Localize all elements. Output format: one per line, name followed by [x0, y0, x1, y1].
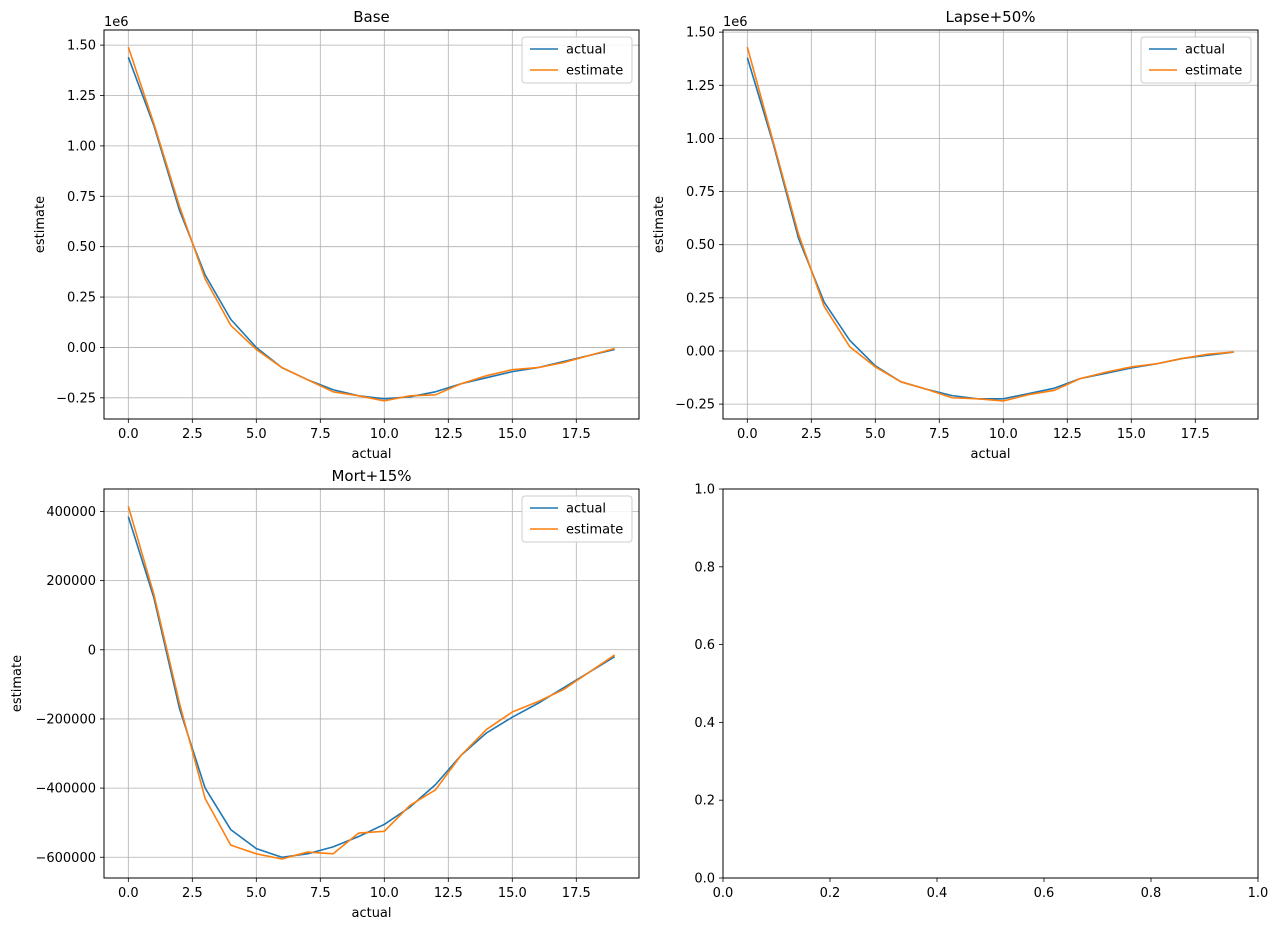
legend: actual estimate — [521, 36, 633, 84]
x-tick-label: 0.0 — [118, 886, 139, 901]
x-axis-label: actual — [351, 447, 391, 462]
y-tick-label: 1.25 — [686, 79, 715, 94]
legend: actual estimate — [521, 495, 633, 543]
x-tick-label: 7.5 — [310, 427, 331, 442]
y-offset-label: 1e6 — [723, 15, 748, 30]
series-line-estimate — [127, 46, 615, 402]
legend-label-estimate: estimate — [566, 64, 623, 79]
x-tick-label: 7.5 — [929, 427, 950, 442]
y-tick-label: 1.50 — [67, 39, 96, 54]
x-tick-label: 0.4 — [927, 886, 948, 901]
y-tick-label: 0.0 — [694, 872, 715, 887]
subplot-1: 0.0 2.5 5.0 7.5 10.0 12.5 15.0 17.5 −0.25 0.00 0.2… — [33, 8, 640, 462]
x-tick-label: 0.0 — [737, 427, 758, 442]
x-tick-label: 17.5 — [562, 886, 591, 901]
legend: actual estimate — [1140, 36, 1252, 84]
legend-label-actual: actual — [566, 43, 606, 58]
chart-title: Mort+15% — [331, 467, 411, 485]
y-tick-label: 0.50 — [67, 240, 96, 255]
y-tick-label: −400000 — [35, 782, 96, 797]
x-tick-label: 1.0 — [1248, 886, 1269, 901]
y-tick-label: 0.00 — [67, 341, 96, 356]
x-tick-label: 10.0 — [989, 427, 1018, 442]
y-tick-label: 1.50 — [686, 26, 715, 41]
y-tick-label: 0.00 — [686, 344, 715, 359]
x-tick-label: 17.5 — [1181, 427, 1210, 442]
x-tick-label: 2.5 — [801, 427, 822, 442]
x-tick-label: 17.5 — [562, 427, 591, 442]
series-line-estimate — [746, 46, 1234, 402]
y-tick-label: 1.00 — [67, 139, 96, 154]
axes-frame — [722, 29, 1259, 420]
series-line-actual — [127, 516, 616, 859]
x-tick-label: 15.0 — [1117, 427, 1146, 442]
y-tick-label: 0.6 — [694, 638, 715, 653]
x-tick-label: 15.0 — [498, 427, 527, 442]
y-tick-label: 0.25 — [686, 291, 715, 306]
y-axis-label: estimate — [10, 655, 25, 712]
x-tick-label: 0.0 — [713, 886, 734, 901]
y-tick-label: 1.00 — [686, 132, 715, 147]
y-tick-label: 0.8 — [694, 560, 715, 575]
x-tick-label: 15.0 — [498, 886, 527, 901]
x-axis-label: actual — [970, 447, 1010, 462]
axes-frame — [103, 29, 640, 420]
legend-label-estimate: estimate — [1185, 64, 1242, 79]
subplot-4: 0.0 0.2 0.4 0.6 0.8 1.0 0.0 0.2 0.4 0.6 0.8 1.0 — [694, 483, 1268, 902]
x-tick-label: 12.5 — [434, 886, 463, 901]
x-tick-label: 0.0 — [118, 427, 139, 442]
y-tick-label: 1.25 — [67, 89, 96, 104]
y-axis-label: estimate — [652, 196, 667, 253]
x-tick-label: 2.5 — [182, 427, 203, 442]
axes-frame — [722, 488, 1259, 879]
y-tick-label: 0.25 — [67, 291, 96, 306]
chart-title: Base — [353, 8, 390, 26]
x-tick-label: 7.5 — [310, 886, 331, 901]
x-tick-label: 5.0 — [865, 427, 886, 442]
y-tick-label: 0.75 — [67, 190, 96, 205]
x-tick-label: 0.8 — [1141, 886, 1162, 901]
subplot-2: 0.0 2.5 5.0 7.5 10.0 12.5 15.0 17.5 −0.25 0.00 0.2… — [652, 8, 1259, 462]
x-tick-label: 10.0 — [370, 886, 399, 901]
y-tick-label: −200000 — [35, 712, 96, 727]
y-tick-label: 0 — [88, 643, 96, 658]
x-tick-label: 5.0 — [246, 427, 267, 442]
y-tick-label: 0.2 — [694, 794, 715, 809]
x-tick-label: 5.0 — [246, 886, 267, 901]
y-axis-label: estimate — [33, 196, 48, 253]
y-tick-label: 400000 — [46, 505, 96, 520]
x-tick-label: 10.0 — [370, 427, 399, 442]
y-tick-label: −0.25 — [56, 391, 96, 406]
y-offset-label: 1e6 — [104, 15, 129, 30]
y-tick-label: 200000 — [46, 574, 96, 589]
y-tick-label: 0.4 — [694, 716, 715, 731]
y-tick-label: −600000 — [35, 851, 96, 866]
x-axis-label: actual — [351, 906, 391, 921]
legend-label-actual: actual — [1185, 43, 1225, 58]
legend-label-actual: actual — [566, 502, 606, 517]
y-tick-label: −0.25 — [675, 398, 715, 413]
x-tick-label: 12.5 — [434, 427, 463, 442]
subplot-3: 0.0 2.5 5.0 7.5 10.0 12.5 15.0 17.5 −600000 −4000… — [10, 467, 640, 921]
x-tick-label: 2.5 — [182, 886, 203, 901]
y-tick-label: 0.50 — [686, 238, 715, 253]
legend-label-estimate: estimate — [566, 523, 623, 538]
chart-title: Lapse+50% — [945, 8, 1035, 26]
series-line-actual — [746, 57, 1234, 400]
series-line-estimate — [127, 506, 616, 860]
axes-frame — [103, 488, 640, 879]
x-tick-label: 12.5 — [1053, 427, 1082, 442]
x-tick-label: 0.6 — [1034, 886, 1055, 901]
y-tick-label: 0.75 — [686, 185, 715, 200]
x-tick-label: 0.2 — [820, 886, 841, 901]
y-tick-label: 1.0 — [694, 483, 715, 498]
